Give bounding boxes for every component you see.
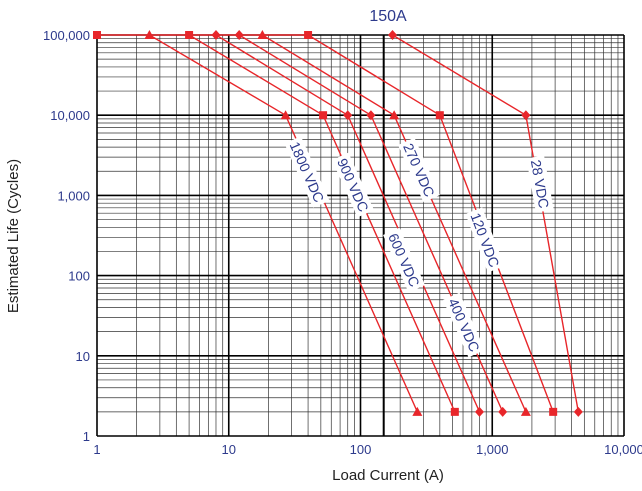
- series-label-background: [443, 292, 485, 358]
- data-point-square: [319, 111, 328, 120]
- data-point-diamond: [521, 110, 531, 121]
- chart-title: 150A: [369, 8, 407, 25]
- chart-data-points: [93, 30, 583, 417]
- data-point-diamond: [343, 110, 353, 121]
- y-tick-label: 100,000: [43, 28, 90, 43]
- data-point-diamond: [234, 30, 244, 40]
- data-point-triangle: [257, 30, 268, 39]
- series-label: 28 VDC: [526, 155, 554, 213]
- x-tick-label: 10: [222, 442, 236, 457]
- x-tick-label: 100: [350, 442, 372, 457]
- data-point-triangle: [144, 30, 155, 39]
- y-axis-label: Estimated Life (Cycles): [5, 159, 22, 313]
- data-point-square: [304, 31, 313, 39]
- y-tick-label: 1,000: [57, 188, 90, 203]
- data-point-square: [450, 407, 459, 416]
- data-point-square: [435, 111, 444, 120]
- data-point-square: [549, 407, 558, 416]
- data-point-triangle: [412, 406, 423, 416]
- data-point-diamond: [388, 30, 398, 40]
- y-tick-label: 1: [83, 429, 90, 444]
- data-point-triangle: [389, 110, 400, 120]
- y-tick-label: 100: [68, 269, 90, 284]
- chart-tick-labels: 1 10 100 1,000 10,000 1 10 100 1,000 10,000 100,00…: [43, 28, 642, 457]
- series-label-background: [526, 155, 554, 213]
- x-tick-label: 1: [93, 442, 100, 457]
- data-point-diamond: [474, 406, 484, 417]
- x-tick-label: 1,000: [476, 442, 509, 457]
- series-label: 400 VDC: [443, 292, 485, 358]
- y-tick-label: 10,000: [50, 108, 90, 123]
- series-label-background: [465, 207, 505, 273]
- y-tick-label: 10: [76, 349, 90, 364]
- data-point-square: [93, 31, 101, 39]
- data-point-diamond: [366, 110, 376, 121]
- data-point-triangle: [280, 110, 291, 120]
- series-label-background: [398, 137, 440, 203]
- data-point-diamond: [498, 406, 508, 417]
- series-label-background: [332, 152, 374, 218]
- x-tick-label: 10,000: [604, 442, 642, 457]
- series-label: 120 VDC: [465, 207, 505, 273]
- x-axis-label: Load Current (A): [332, 467, 444, 484]
- data-point-diamond: [573, 406, 583, 417]
- data-point-diamond: [211, 30, 221, 40]
- data-point-triangle: [520, 406, 531, 416]
- data-point-square: [185, 31, 194, 39]
- series-label-background: [383, 227, 425, 293]
- series-label-background: [284, 136, 330, 208]
